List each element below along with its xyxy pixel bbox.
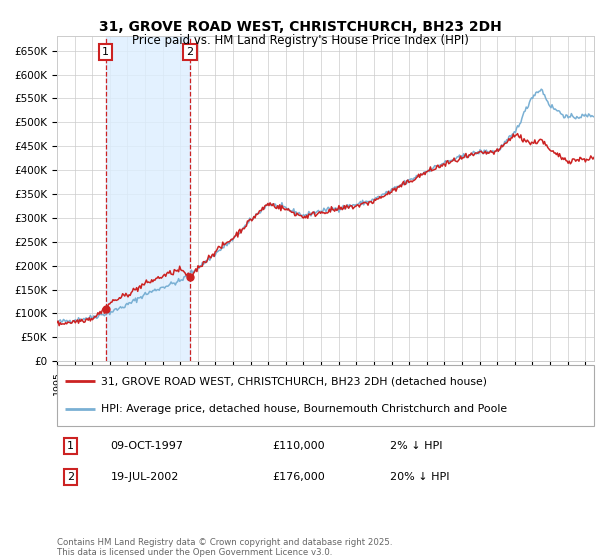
- FancyBboxPatch shape: [57, 365, 594, 426]
- Bar: [106, 36, 190, 361]
- Text: 19-JUL-2002: 19-JUL-2002: [111, 472, 179, 482]
- Text: £176,000: £176,000: [272, 472, 325, 482]
- Text: £110,000: £110,000: [272, 441, 325, 451]
- Text: 1: 1: [67, 441, 74, 451]
- Text: 1: 1: [102, 46, 109, 57]
- Text: 09-OCT-1997: 09-OCT-1997: [111, 441, 184, 451]
- Text: 31, GROVE ROAD WEST, CHRISTCHURCH, BH23 2DH (detached house): 31, GROVE ROAD WEST, CHRISTCHURCH, BH23 …: [101, 376, 487, 386]
- Text: HPI: Average price, detached house, Bournemouth Christchurch and Poole: HPI: Average price, detached house, Bour…: [101, 404, 507, 414]
- Text: 2% ↓ HPI: 2% ↓ HPI: [390, 441, 442, 451]
- Text: 2: 2: [67, 472, 74, 482]
- Text: Price paid vs. HM Land Registry's House Price Index (HPI): Price paid vs. HM Land Registry's House …: [131, 34, 469, 46]
- Text: Contains HM Land Registry data © Crown copyright and database right 2025.
This d: Contains HM Land Registry data © Crown c…: [57, 538, 392, 557]
- Text: 20% ↓ HPI: 20% ↓ HPI: [390, 472, 449, 482]
- Text: 2: 2: [187, 46, 193, 57]
- Text: 31, GROVE ROAD WEST, CHRISTCHURCH, BH23 2DH: 31, GROVE ROAD WEST, CHRISTCHURCH, BH23 …: [98, 20, 502, 34]
